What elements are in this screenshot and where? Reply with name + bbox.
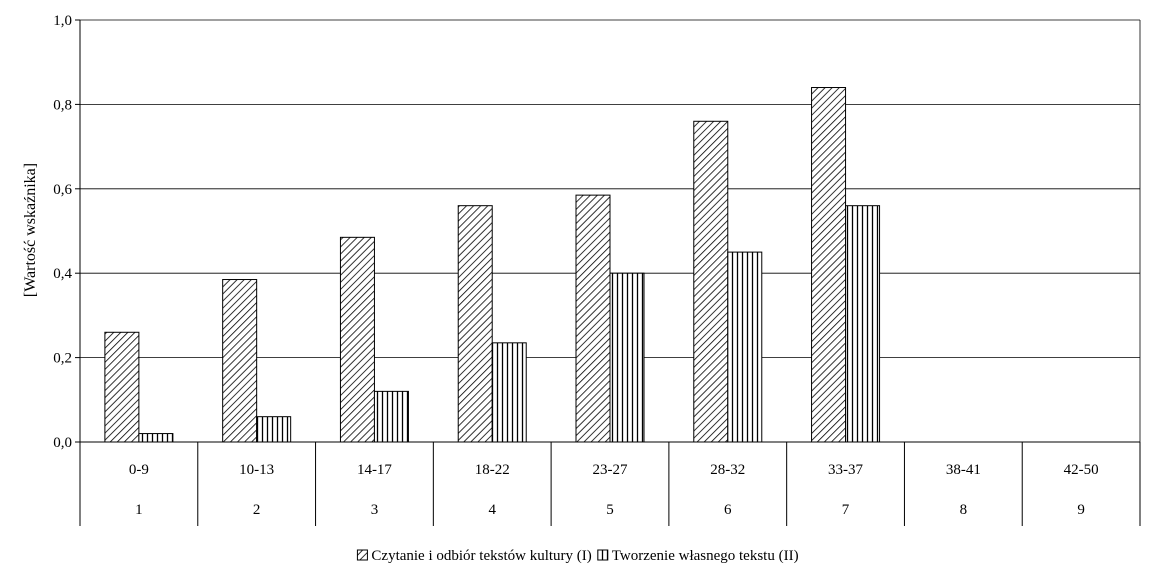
x-tick-label: 10-13	[239, 462, 274, 478]
bar-series-2-28-32	[727, 251, 763, 443]
bar-series-1-23-27	[575, 194, 611, 443]
bar-series-1-28-32	[693, 120, 729, 443]
y-tick-label: 0,0	[53, 435, 72, 451]
bar-series-2-18-22	[491, 342, 527, 443]
bar-series-2-10-13	[256, 416, 292, 443]
x-tick-label: 23-27	[593, 462, 628, 478]
gridlines	[80, 19, 1140, 359]
bar-series-2-23-27	[609, 272, 645, 443]
x-tick-label: 42-50	[1064, 462, 1099, 478]
y-tick-label: 1,0	[53, 13, 72, 29]
x-tick-label: 38-41	[946, 462, 981, 478]
y-tick-labels: 0,0 0,2 0,4 0,6 0,8 1,0	[53, 13, 80, 451]
x-category-number: 4	[488, 502, 496, 518]
x-tick-label: 28-32	[710, 462, 745, 478]
legend-label-series-1: Czytanie i odbiór tekstów kultury (I)	[371, 548, 591, 564]
x-tick-label: 0-9	[129, 462, 149, 478]
x-tick-label: 18-22	[475, 462, 510, 478]
legend: Czytanie i odbiór tekstów kultury (I) Tw…	[356, 548, 799, 564]
legend-swatch-series-1	[356, 549, 368, 561]
legend-swatch-series-2	[597, 549, 609, 561]
x-category-number: 7	[842, 502, 850, 518]
x-tick-label: 14-17	[357, 462, 392, 478]
bar-series-2-33-37	[845, 205, 881, 443]
bar-series-1-33-37	[811, 87, 847, 443]
bar-series-1-18-22	[457, 205, 493, 443]
y-tick-label: 0,2	[53, 351, 72, 367]
x-tick-labels: 0-9 1 10-13 2 14-17 3 18-22 4 23-27 5 28-32 6 33-37 7…	[129, 442, 1141, 526]
bars	[104, 87, 881, 443]
y-axis-label: [Wartość wskaźnika]	[22, 163, 39, 297]
bar-series-1-10-13	[222, 279, 258, 443]
bar-series-2-0-9	[138, 433, 174, 443]
x-category-number: 3	[371, 502, 379, 518]
y-tick-label: 0,4	[53, 266, 72, 282]
bar-series-2-14-17	[373, 390, 409, 443]
y-tick-label: 0,8	[53, 97, 72, 113]
x-category-number: 5	[606, 502, 614, 518]
x-category-number: 6	[724, 502, 732, 518]
x-category-number: 8	[960, 502, 968, 518]
x-tick-label: 33-37	[828, 462, 863, 478]
x-category-number: 9	[1077, 502, 1085, 518]
x-category-number: 2	[253, 502, 261, 518]
bar-series-1-14-17	[339, 236, 375, 443]
bar-series-1-0-9	[104, 331, 140, 443]
x-category-number: 1	[135, 502, 143, 518]
legend-label-series-2: Tworzenie własnego tekstu (II)	[612, 548, 799, 564]
y-tick-label: 0,6	[53, 182, 72, 198]
